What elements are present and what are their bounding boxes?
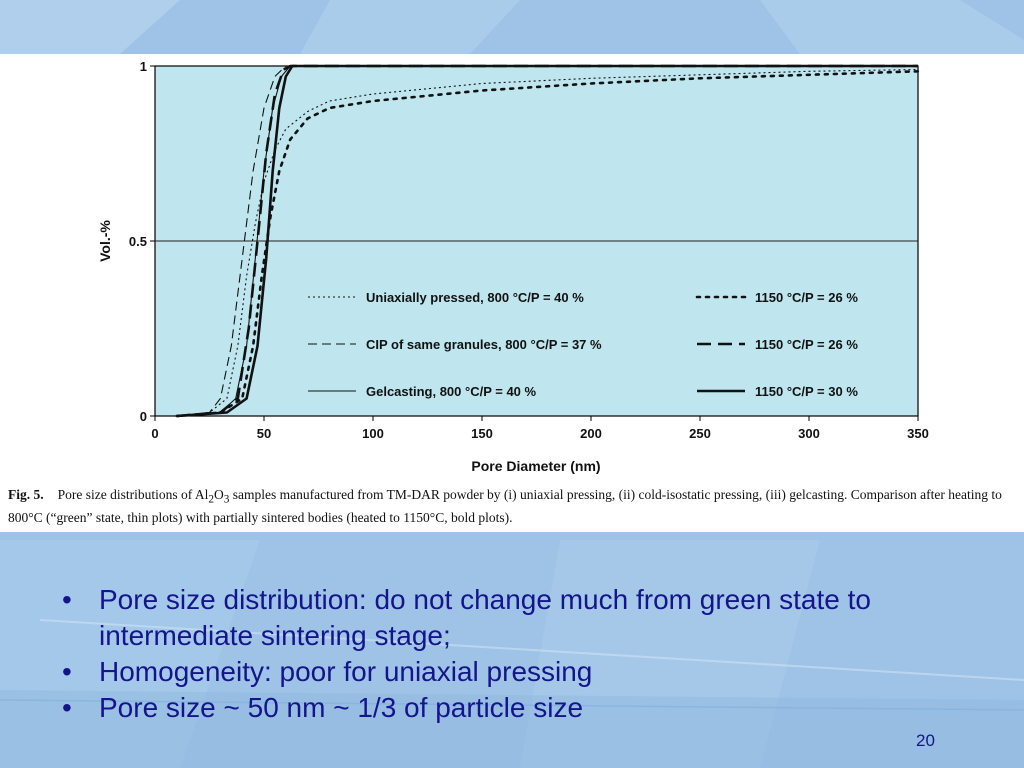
legend-label-4: 1150 °C/P = 26 % [755,290,858,305]
bullet-item: Pore size ~ 50 nm ~ 1/3 of particle size [60,690,960,726]
series-line-2 [176,65,918,417]
bullet-item: Pore size distribution: do not change mu… [60,582,960,654]
x-tick-label: 300 [798,426,820,441]
legend-label-5: 1150 °C/P = 26 % [755,337,858,352]
bullet-item: Homogeneity: poor for uniaxial pressing [60,654,960,690]
x-tick-label: 350 [907,426,929,441]
figure-panel: 0 50 100 150 200 250 300 350 0 0.5 1 Pore Diamete… [0,54,1024,532]
y-tick-label: 1 [140,59,147,74]
bullet-list: Pore size distribution: do not change mu… [60,582,960,726]
x-tick-label: 100 [362,426,384,441]
x-tick-label: 0 [151,426,158,441]
caption-sub-2: 3 [223,493,230,506]
series-line-6 [176,64,918,418]
series-line-1 [176,68,919,417]
x-tick-label: 50 [257,426,271,441]
pore-size-chart: 0 50 100 150 200 250 300 350 0 0.5 1 Pore Diamete… [97,59,929,474]
x-tick-label: 200 [580,426,602,441]
legend-label-6: 1150 °C/P = 30 % [755,384,858,399]
caption-text-3: samples manufactured from TM-DAR powder … [8,487,1002,525]
page-number: 20 [916,731,935,750]
legend-label-3: Gelcasting, 800 °C/P = 40 % [366,384,537,399]
y-tick-label: 0.5 [129,234,147,249]
x-tick-label: 150 [471,426,493,441]
legend: Uniaxially pressed, 800 °C/P = 40 % CIP o… [308,290,858,399]
caption-sub-1: 2 [208,493,214,506]
legend-label-1: Uniaxially pressed, 800 °C/P = 40 % [366,290,584,305]
x-axis-label: Pore Diameter (nm) [471,458,600,474]
figure-number: Fig. 5. [8,487,44,502]
x-tick-label: 250 [689,426,711,441]
caption-text-2: O [214,487,224,502]
caption-text-1: Pore size distributions of Al [57,487,209,502]
legend-label-2: CIP of same granules, 800 °C/P = 37 % [366,337,602,352]
series-line-4 [175,70,920,418]
y-axis-label: Vol.-% [97,220,113,262]
y-tick-label: 0 [140,409,147,424]
figure-caption: Fig. 5. Pore size distributions of Al2O3 … [8,486,1020,526]
series-line-5 [176,64,918,418]
